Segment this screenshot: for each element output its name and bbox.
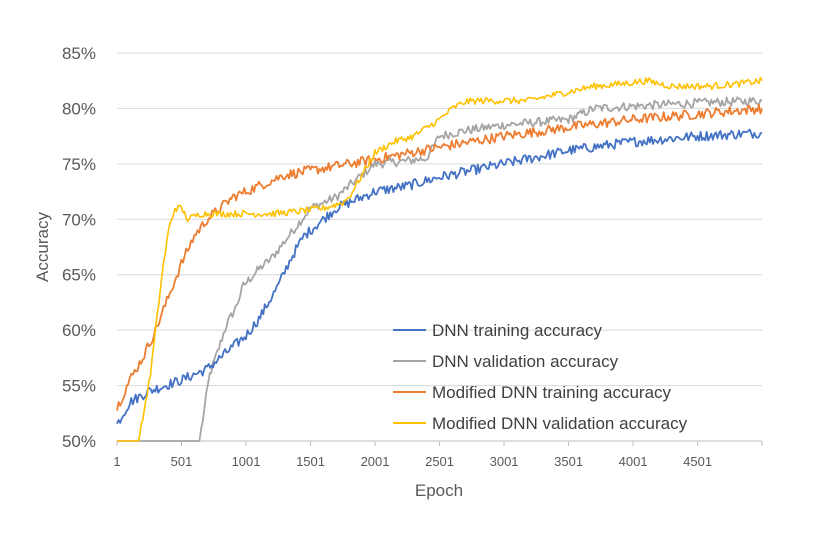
x-tick-label: 2001	[361, 454, 390, 469]
series-lines	[116, 76, 763, 442]
x-tick-label: 1501	[296, 454, 325, 469]
x-tick-label: 2501	[425, 454, 454, 469]
x-tick-label: 1001	[232, 454, 261, 469]
x-tick-label: 4501	[683, 454, 712, 469]
x-axis-label: Epoch	[415, 481, 463, 500]
y-tick-label: 50%	[62, 432, 96, 451]
y-tick-label: 85%	[62, 44, 96, 63]
series-line	[116, 104, 763, 411]
legend: DNN training accuracy DNN validation accu…	[393, 321, 688, 433]
series-line	[116, 128, 763, 425]
x-tick-label: 4001	[619, 454, 648, 469]
series-line	[117, 96, 763, 442]
legend-label: Modified DNN training accuracy	[432, 383, 672, 402]
legend-label: DNN validation accuracy	[432, 352, 619, 371]
x-tick-label: 501	[171, 454, 193, 469]
y-tick-labels: 50% 55% 60% 65% 70% 75% 80% 85%	[62, 44, 96, 451]
y-tick-label: 80%	[62, 99, 96, 118]
legend-label: DNN training accuracy	[432, 321, 603, 340]
y-tick-label: 65%	[62, 266, 96, 285]
x-tick-label: 1	[113, 454, 120, 469]
y-tick-label: 60%	[62, 321, 96, 340]
x-ticks: 1 501 1001 1501 2001 2501 3001 3501 4001 4501	[113, 441, 763, 469]
x-tick-label: 3501	[554, 454, 583, 469]
y-axis-label: Accuracy	[33, 212, 52, 282]
legend-label: Modified DNN validation accuracy	[432, 414, 688, 433]
y-tick-label: 55%	[62, 377, 96, 396]
gridlines	[117, 52, 762, 387]
y-tick-label: 75%	[62, 155, 96, 174]
series-line	[117, 76, 763, 442]
y-tick-label: 70%	[62, 210, 96, 229]
x-tick-label: 3001	[490, 454, 519, 469]
